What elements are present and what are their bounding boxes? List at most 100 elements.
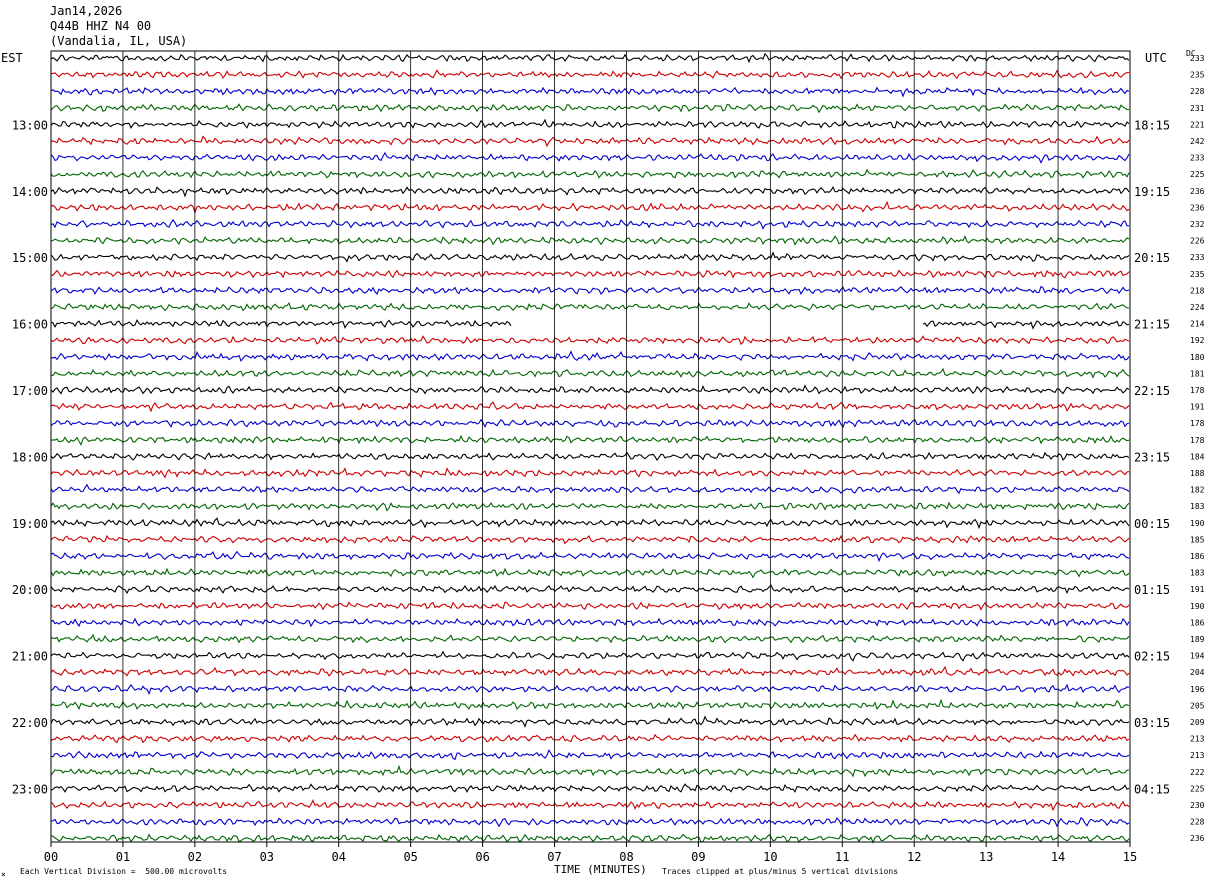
x-tick-label: 02 xyxy=(188,850,202,864)
dc-offset-label: 236 xyxy=(1190,203,1205,212)
right-hour-label: 00:15 xyxy=(1134,517,1170,531)
trace-line xyxy=(50,103,1130,114)
trace-line xyxy=(50,350,1130,363)
left-hour-label: 13:00 xyxy=(12,118,48,132)
trace-line xyxy=(50,86,1130,98)
dc-offset-label: 233 xyxy=(1190,154,1205,163)
right-hour-label: 03:15 xyxy=(1134,716,1170,730)
dc-offset-label: 226 xyxy=(1190,237,1205,246)
dc-offset-label: 188 xyxy=(1190,469,1205,478)
dc-offset-label: 194 xyxy=(1190,652,1205,661)
station-location: (Vandalia, IL, USA) xyxy=(50,34,188,48)
dc-offset-label: 190 xyxy=(1190,519,1205,528)
x-tick-label: 10 xyxy=(763,850,777,864)
trace-line xyxy=(50,633,1130,644)
trace-line xyxy=(50,401,1130,413)
dc-offset-label: 218 xyxy=(1190,286,1205,295)
dc-offset-label: 186 xyxy=(1190,552,1205,561)
x-tick-label: 13 xyxy=(979,850,993,864)
trace-line xyxy=(50,285,1130,296)
trace-line xyxy=(50,617,1130,628)
trace-line xyxy=(50,748,1130,761)
dc-offset-label: 190 xyxy=(1190,602,1205,611)
dc-offset-label: 230 xyxy=(1190,801,1205,810)
trace-line xyxy=(50,52,1130,64)
trace-line xyxy=(50,601,1130,611)
dc-offset-label: 192 xyxy=(1190,336,1205,345)
dc-offset-label: 233 xyxy=(1190,253,1205,262)
dc-offset-label: 180 xyxy=(1190,353,1205,362)
trace-line xyxy=(50,467,1130,479)
dc-offset-label: 183 xyxy=(1190,502,1205,511)
trace-line xyxy=(50,567,1130,579)
right-hour-label: 04:15 xyxy=(1134,782,1170,796)
dc-offset-label: 222 xyxy=(1190,768,1205,777)
x-tick-label: 12 xyxy=(907,850,921,864)
x-tick-label: 04 xyxy=(332,850,346,864)
corner-mark: × xyxy=(1,870,6,879)
x-tick-label: 01 xyxy=(116,850,130,864)
trace-line xyxy=(50,235,1130,246)
right-timezone-label: UTC xyxy=(1145,51,1167,65)
left-hour-label: 14:00 xyxy=(12,185,48,199)
trace-line xyxy=(50,251,1130,263)
x-tick-label: 09 xyxy=(691,850,705,864)
trace-line xyxy=(50,683,1130,696)
trace-line xyxy=(50,715,1130,728)
trace-line xyxy=(50,483,1130,495)
trace-line xyxy=(50,816,1130,828)
dc-offset-label: 186 xyxy=(1190,618,1205,627)
trace-line xyxy=(50,799,1130,812)
scale-note: Each Vertical Division = 500.00 microvol… xyxy=(20,867,228,876)
left-hour-label: 20:00 xyxy=(12,583,48,597)
x-tick-label: 03 xyxy=(260,850,274,864)
trace-line xyxy=(50,434,1130,446)
left-hour-label: 23:00 xyxy=(12,782,48,796)
trace-line xyxy=(50,833,1130,844)
dc-offset-label: 181 xyxy=(1190,369,1205,378)
dc-offset-label: 178 xyxy=(1190,419,1205,428)
dc-offset-label: 228 xyxy=(1190,818,1205,827)
dc-offset-label: 231 xyxy=(1190,104,1205,113)
dc-offset-label: 224 xyxy=(1190,303,1205,312)
dc-offset-label: 235 xyxy=(1190,270,1205,279)
plot-frame xyxy=(50,50,1131,843)
trace-line xyxy=(50,501,1130,512)
x-tick-label: 08 xyxy=(619,850,633,864)
chart-date: Jan14,2026 xyxy=(50,4,123,18)
dc-offset-label: 236 xyxy=(1190,834,1205,843)
left-hour-label: 21:00 xyxy=(12,650,48,664)
x-axis-title: TIME (MINUTES) xyxy=(554,863,647,876)
dc-offset-label: 213 xyxy=(1190,735,1205,744)
dc-offset-label: 191 xyxy=(1190,403,1205,412)
right-hour-label: 21:15 xyxy=(1134,318,1170,332)
trace-line xyxy=(50,200,1130,215)
trace-line xyxy=(50,151,1130,164)
label-layer: 233 235 228 231 221 242 233 225 236 236 232 226 233 2… xyxy=(12,49,1205,864)
dc-offset-label: 221 xyxy=(1190,120,1205,129)
right-hour-label: 20:15 xyxy=(1134,251,1170,265)
trace-line xyxy=(50,186,1130,198)
x-tick-label: 11 xyxy=(835,850,849,864)
left-hour-label: 17:00 xyxy=(12,384,48,398)
trace-line xyxy=(50,665,1130,677)
trace-line xyxy=(50,69,1130,80)
trace-line xyxy=(50,764,1129,778)
x-tick-label: 15 xyxy=(1123,850,1137,864)
trace-line xyxy=(50,335,1130,346)
dc-offset-label: 225 xyxy=(1190,784,1205,793)
trace-line xyxy=(50,650,1130,662)
grid-layer xyxy=(50,50,1131,847)
dc-offset-label: 235 xyxy=(1190,71,1205,80)
right-hour-label: 02:15 xyxy=(1134,650,1170,664)
dc-offset-label: 209 xyxy=(1190,718,1205,727)
x-tick-label: 14 xyxy=(1051,850,1065,864)
trace-line xyxy=(50,733,1130,744)
left-timezone-label: EST xyxy=(1,51,23,65)
dc-offset-label: 205 xyxy=(1190,701,1205,710)
x-tick-label: 07 xyxy=(547,850,561,864)
dc-offset-label: 225 xyxy=(1190,170,1205,179)
dc-offset-label: 213 xyxy=(1190,751,1205,760)
left-hour-label: 18:00 xyxy=(12,450,48,464)
dc-offset-label: 178 xyxy=(1190,386,1205,395)
